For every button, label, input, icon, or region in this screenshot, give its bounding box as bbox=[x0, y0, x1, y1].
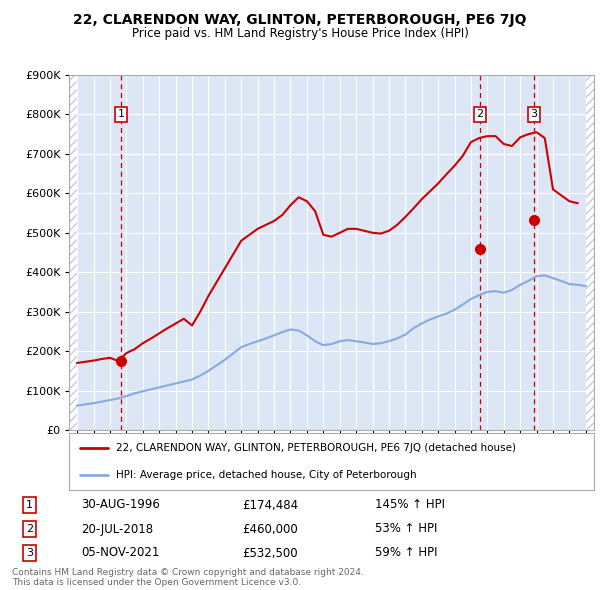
Text: Contains HM Land Registry data © Crown copyright and database right 2024.
This d: Contains HM Land Registry data © Crown c… bbox=[12, 568, 364, 588]
Text: 05-NOV-2021: 05-NOV-2021 bbox=[81, 546, 160, 559]
Bar bbox=[586, 75, 594, 430]
Text: 3: 3 bbox=[530, 109, 538, 119]
Text: 22, CLARENDON WAY, GLINTON, PETERBOROUGH, PE6 7JQ: 22, CLARENDON WAY, GLINTON, PETERBOROUGH… bbox=[73, 13, 527, 27]
Text: 2: 2 bbox=[476, 109, 484, 119]
Bar bbox=[69, 75, 77, 430]
Text: 30-AUG-1996: 30-AUG-1996 bbox=[81, 499, 160, 512]
Text: 3: 3 bbox=[26, 548, 33, 558]
Text: £174,484: £174,484 bbox=[242, 499, 299, 512]
Text: HPI: Average price, detached house, City of Peterborough: HPI: Average price, detached house, City… bbox=[116, 470, 417, 480]
Text: 1: 1 bbox=[118, 109, 124, 119]
Text: 1: 1 bbox=[26, 500, 33, 510]
Text: 2: 2 bbox=[26, 524, 33, 534]
Text: 59% ↑ HPI: 59% ↑ HPI bbox=[375, 546, 437, 559]
Text: 22, CLARENDON WAY, GLINTON, PETERBOROUGH, PE6 7JQ (detached house): 22, CLARENDON WAY, GLINTON, PETERBOROUGH… bbox=[116, 444, 516, 453]
Text: £532,500: £532,500 bbox=[242, 546, 298, 559]
Text: 145% ↑ HPI: 145% ↑ HPI bbox=[375, 499, 445, 512]
Text: 20-JUL-2018: 20-JUL-2018 bbox=[81, 523, 153, 536]
Text: £460,000: £460,000 bbox=[242, 523, 298, 536]
Text: Price paid vs. HM Land Registry's House Price Index (HPI): Price paid vs. HM Land Registry's House … bbox=[131, 27, 469, 40]
Text: 53% ↑ HPI: 53% ↑ HPI bbox=[375, 523, 437, 536]
